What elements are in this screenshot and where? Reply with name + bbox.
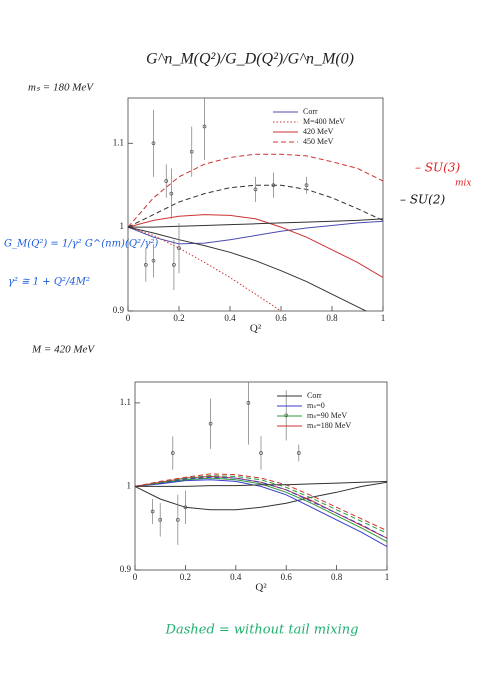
x-tick-label: 0.8	[326, 313, 338, 323]
data-point	[151, 258, 156, 263]
data-point	[208, 421, 213, 426]
x-tick-label: 0.2	[180, 572, 191, 582]
data-point	[169, 191, 174, 196]
data-point	[183, 505, 188, 510]
plot-area	[128, 98, 383, 311]
data-point	[150, 509, 155, 514]
data-point	[259, 451, 263, 455]
x-tick-label: 1	[385, 572, 390, 582]
annotation: mix	[455, 179, 472, 189]
data-point	[158, 518, 163, 522]
data-point	[202, 124, 207, 129]
page-title: G^n_M(Q²)/G_D(Q²)/G^n_M(0)	[146, 51, 354, 68]
x-axis-label: Q²	[250, 323, 262, 335]
x-tick-label: 0	[126, 313, 131, 323]
plot-frame	[134, 381, 388, 571]
plot-frame	[127, 97, 384, 312]
x-tick-label: 0.4	[224, 313, 236, 323]
x-tick-label: 0.8	[331, 572, 343, 582]
legend-label: 420 MeV	[303, 127, 334, 136]
series-line	[128, 218, 383, 228]
chart-subtitle: mₛ = 180 MeV	[28, 82, 94, 94]
annotation: – SU(3)	[415, 161, 460, 175]
y-tick-label: 1.1	[113, 137, 124, 147]
data-point	[296, 451, 301, 455]
annotation: γ² ≅ 1 + Q²/4M²	[8, 277, 90, 288]
legend-label: Corr	[307, 391, 322, 400]
legend-label: M=400 MeV	[303, 117, 345, 126]
y-tick-label: 1	[120, 221, 125, 231]
x-tick-label: 0.6	[275, 313, 287, 323]
series-line	[128, 220, 383, 245]
series-line	[128, 226, 282, 311]
data-point	[304, 183, 309, 188]
plot-area	[135, 382, 387, 548]
annotation: G_M(Q²) = 1/γ² G^(nm)(Q²/γ²)	[4, 239, 158, 250]
series-line	[128, 153, 383, 228]
series-line	[135, 479, 387, 548]
y-tick-label: 0.9	[113, 305, 125, 315]
legend-label: mₛ=90 MeV	[307, 411, 347, 420]
data-point	[189, 149, 194, 154]
note: Dashed = without tail mixing	[165, 623, 359, 638]
data-point	[271, 183, 276, 188]
legend-label: mₛ=180 MeV	[307, 421, 351, 430]
legend-label: 450 MeV	[303, 137, 334, 146]
annotation: – SU(2)	[400, 193, 445, 207]
data-point	[253, 187, 258, 192]
x-tick-label: 0.4	[230, 572, 242, 582]
y-tick-label: 1.1	[120, 397, 131, 407]
series-line	[135, 473, 387, 532]
x-tick-label: 0.6	[281, 572, 293, 582]
data-point	[172, 263, 176, 267]
series-line	[135, 477, 387, 543]
series-line	[135, 475, 387, 534]
data-point	[284, 413, 289, 418]
x-tick-label: 0.2	[173, 313, 184, 323]
data-point	[144, 263, 148, 267]
y-tick-label: 1	[127, 481, 132, 491]
data-point	[170, 451, 175, 455]
series-line	[135, 481, 387, 511]
data-point	[177, 246, 181, 250]
chart-subtitle: M = 420 MeV	[31, 344, 95, 356]
data-point	[246, 401, 251, 405]
series-line	[135, 480, 387, 487]
x-tick-label: 0	[133, 572, 138, 582]
x-axis-label: Q²	[255, 582, 267, 594]
x-tick-label: 1	[381, 313, 386, 323]
series-line	[135, 476, 387, 539]
series-line	[128, 226, 368, 311]
data-point	[175, 518, 180, 522]
series-line	[128, 214, 383, 278]
y-tick-label: 0.9	[120, 564, 132, 574]
data-point	[151, 141, 156, 146]
legend-label: mₛ=0	[307, 401, 325, 410]
legend-label: Corr	[303, 107, 318, 116]
data-point	[164, 179, 169, 183]
